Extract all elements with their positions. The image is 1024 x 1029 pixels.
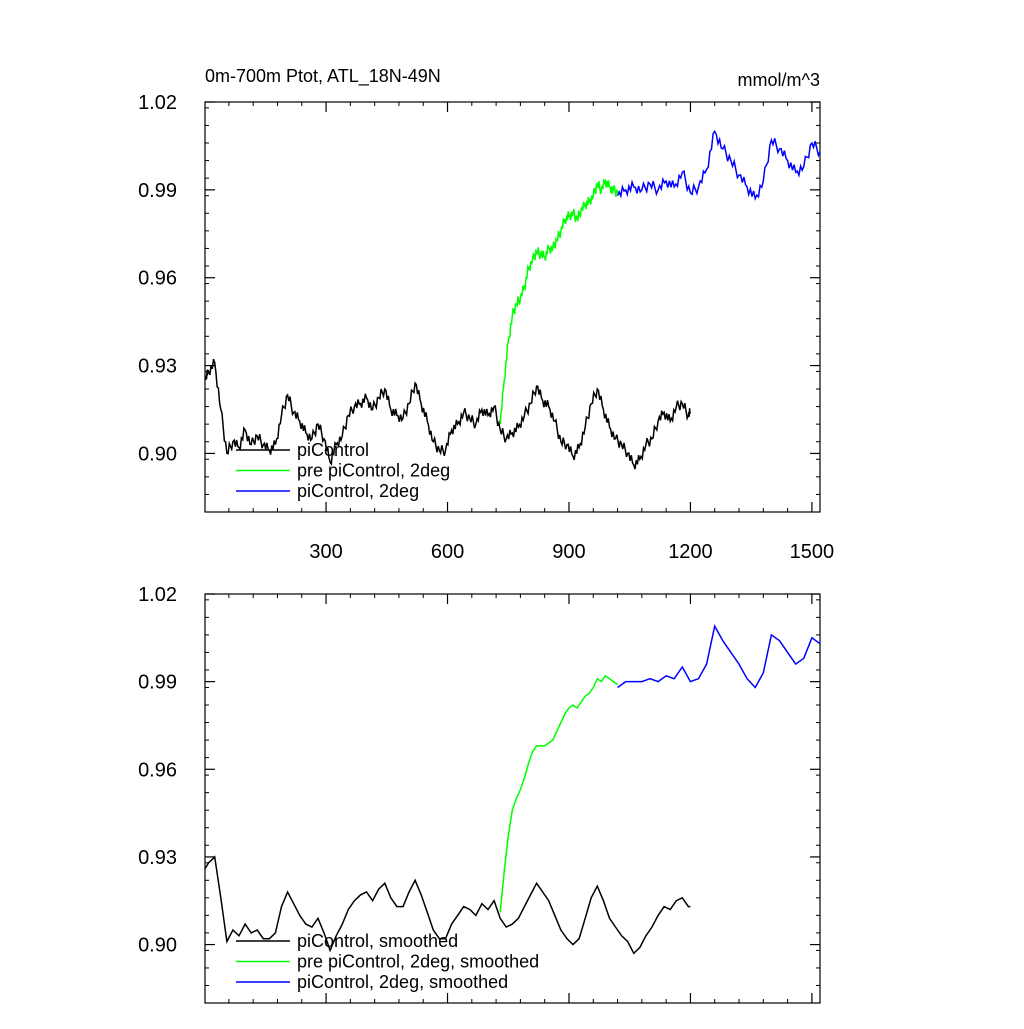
plot-frame [204, 101, 821, 513]
y-tick-label: 0.99 [138, 672, 177, 694]
plot-frame [204, 593, 821, 1004]
y-tick-label: 0.93 [138, 847, 177, 869]
series-line-1 [499, 178, 619, 425]
legend-label: piControl, 2deg [297, 481, 419, 501]
x-tick-label: 1200 [668, 541, 713, 563]
series-line-2 [616, 129, 821, 201]
y-tick-label: 0.90 [138, 443, 177, 465]
series-line-0 [204, 358, 692, 470]
legend-label: piControl, 2deg, smoothed [297, 972, 508, 992]
y-tick-label: 0.96 [138, 759, 177, 781]
legend-label: pre piControl, 2deg [297, 461, 450, 481]
x-tick-label: 600 [431, 541, 464, 563]
x-tick-label: 300 [309, 541, 342, 563]
x-tick-label: 900 [552, 541, 585, 563]
chart-title: 0m-700m Ptot, ATL_18N-49N [205, 66, 441, 87]
y-tick-label: 1.02 [138, 92, 177, 114]
series-line-0 [204, 855, 691, 955]
y-tick-label: 0.90 [138, 935, 177, 957]
y-tick-label: 0.99 [138, 180, 177, 202]
top-panel: 0.90 0.93 0.96 0.99 1.02 300 600 900 1200 1500 piC… [138, 92, 834, 563]
series-line-1 [499, 674, 619, 913]
y-tick-label: 0.93 [138, 356, 177, 378]
x-tick-label: 1500 [790, 541, 835, 563]
legend-label: pre piControl, 2deg, smoothed [297, 952, 539, 972]
legend-label: piControl, smoothed [297, 931, 458, 951]
series-line-2 [617, 623, 821, 689]
legend-label: piControl [297, 440, 369, 460]
y-tick-label: 0.96 [138, 268, 177, 290]
units-label: mmol/m^3 [738, 70, 820, 90]
y-tick-label: 1.02 [138, 584, 177, 606]
